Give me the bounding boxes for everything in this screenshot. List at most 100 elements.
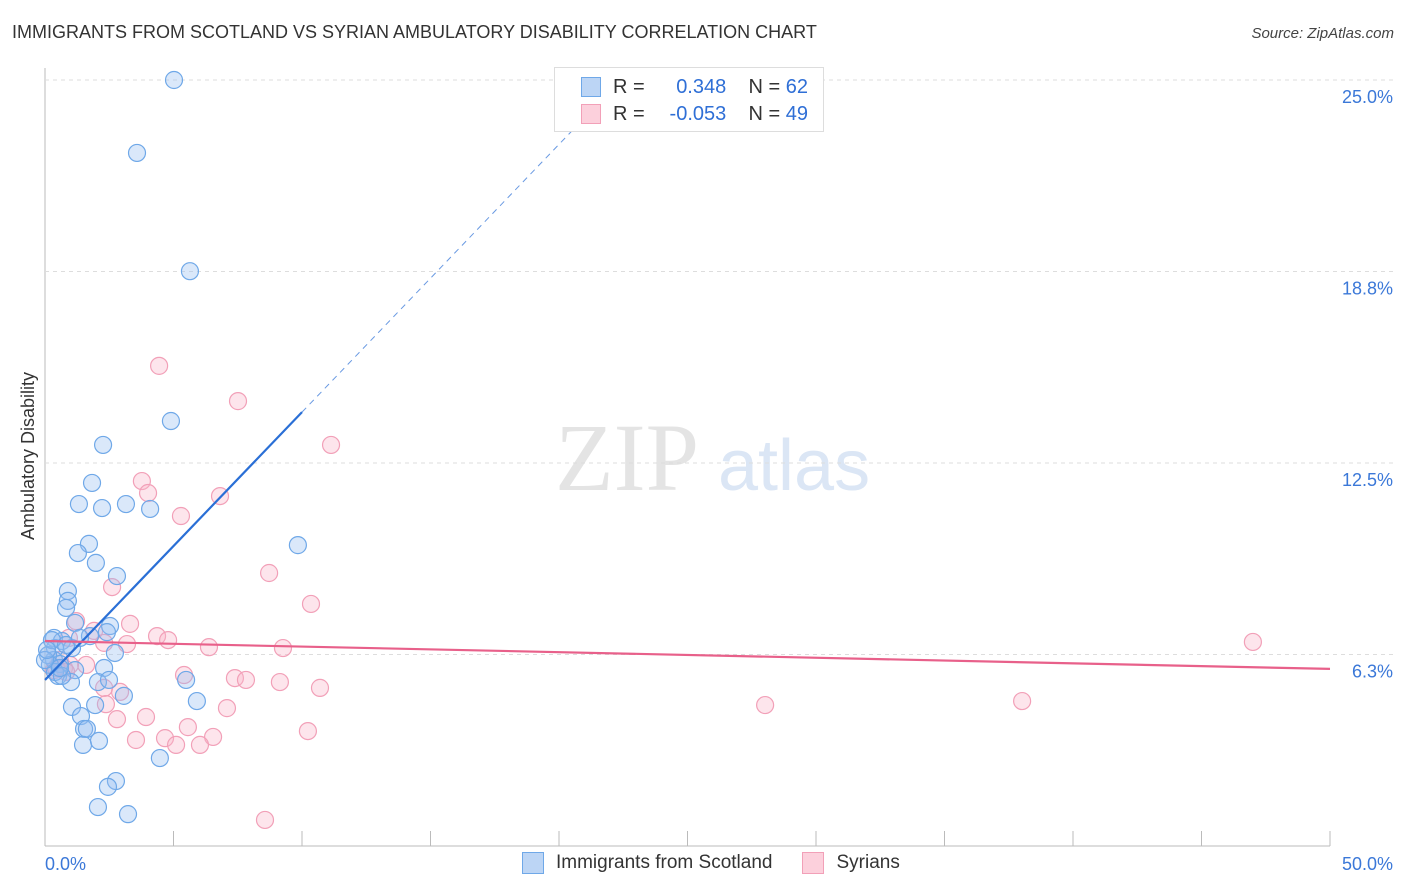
- syrians-point: [159, 630, 178, 650]
- scotland-point: [50, 658, 70, 678]
- scotland-point: [88, 797, 108, 817]
- syrians-point: [166, 735, 186, 754]
- syrians-point: [138, 483, 158, 503]
- source-label: Source: ZipAtlas.com: [1251, 25, 1394, 42]
- syrians-point: [126, 730, 146, 750]
- legend-item-syrians[interactable]: Syrians: [802, 852, 900, 874]
- scotland-point: [99, 670, 119, 690]
- y-tick-label: 12.5%: [1342, 470, 1393, 490]
- syrians-point: [321, 435, 341, 455]
- scotland-point: [93, 435, 113, 455]
- scotland-point: [187, 691, 206, 711]
- scotland-point: [98, 777, 118, 796]
- syrians-point: [1013, 691, 1032, 711]
- syrians-point: [136, 707, 156, 727]
- y-tick-label: 6.3%: [1352, 662, 1393, 682]
- syrians-point: [225, 668, 245, 688]
- syrians-point: [298, 721, 318, 741]
- x-tick-label: 0.0%: [45, 854, 86, 874]
- syrians-point: [155, 729, 175, 748]
- scotland-point: [56, 598, 76, 618]
- y-axis-label: Ambulatory Disability: [18, 372, 38, 540]
- trend-line-extension: [301, 117, 586, 413]
- scotland-point: [58, 591, 77, 610]
- scotland-point: [107, 566, 127, 586]
- legend-label: Immigrants from Scotland: [556, 852, 773, 873]
- syrians-trend-line: [44, 639, 1331, 671]
- scotland-point: [141, 499, 160, 519]
- scotland-point: [88, 672, 108, 692]
- n-label: N =: [748, 102, 781, 125]
- n-value: 49: [785, 102, 808, 125]
- scotland-point: [86, 553, 105, 572]
- scotland-point: [161, 411, 181, 431]
- scotland-point: [164, 70, 184, 90]
- syrians-point: [102, 577, 122, 597]
- syrians-point: [756, 695, 775, 715]
- y-tick-label: 18.8%: [1342, 279, 1393, 299]
- syrians-point: [228, 392, 248, 411]
- syrians-point: [236, 670, 256, 690]
- legend-swatch-blue: [581, 77, 601, 97]
- swatch-pink: [802, 852, 825, 874]
- scotland-point: [61, 672, 81, 692]
- syrians-point: [260, 563, 279, 583]
- syrians-point: [301, 594, 321, 614]
- legend-label: Syrians: [836, 852, 900, 873]
- scotland-point: [105, 643, 125, 663]
- scotland-point: [150, 748, 169, 768]
- scotland-point: [127, 143, 147, 163]
- scotland-point: [176, 670, 196, 690]
- syrians-point: [217, 699, 237, 718]
- scotland-point: [73, 735, 93, 754]
- y-tick-label: 25.0%: [1342, 87, 1393, 107]
- syrians-point: [270, 672, 289, 692]
- scotland-point: [68, 543, 87, 563]
- legend-row-scotland: R = 0.348 N = 62: [581, 74, 808, 100]
- scotland-point: [288, 536, 307, 555]
- syrians-point: [1243, 632, 1263, 652]
- syrians-point: [171, 506, 191, 526]
- syrians-point: [199, 638, 219, 657]
- n-value: 62: [785, 75, 808, 98]
- r-value: -0.053: [669, 102, 727, 125]
- scotland-point: [97, 623, 117, 642]
- syrians-point: [107, 710, 127, 729]
- syrians-point: [77, 655, 96, 675]
- syrians-point: [203, 727, 223, 747]
- scotland-point: [114, 686, 133, 705]
- scotland-point: [89, 731, 109, 751]
- swatch-blue: [522, 852, 544, 874]
- scotland-trend-line: [44, 411, 303, 681]
- legend-swatch-pink: [581, 104, 601, 124]
- syrians-point: [310, 678, 330, 697]
- legend: R = 0.348 N = 62 R = -0.053 N = 49: [554, 67, 824, 132]
- n-label: N =: [748, 75, 781, 98]
- legend-row-syrians: R = -0.053 N = 49: [581, 101, 808, 127]
- scotland-point: [118, 805, 138, 824]
- scotland-point: [65, 613, 85, 633]
- scotland-point: [116, 494, 136, 514]
- x-tick-label: 50.0%: [1342, 854, 1393, 874]
- syrians-point: [190, 735, 210, 754]
- syrians-point: [273, 638, 293, 658]
- scotland-point: [92, 498, 112, 518]
- r-label: R =: [613, 75, 645, 98]
- r-label: R =: [613, 102, 645, 125]
- r-value: 0.348: [676, 75, 727, 98]
- legend-item-scotland[interactable]: Immigrants from Scotland: [522, 852, 772, 874]
- chart-title: IMMIGRANTS FROM SCOTLAND VS SYRIAN AMBUL…: [12, 22, 817, 42]
- bottom-legend: Immigrants from Scotland Syrians: [522, 852, 930, 874]
- watermark-atlas: atlas: [718, 426, 870, 506]
- watermark: ZIP: [555, 404, 699, 511]
- scotland-point: [37, 640, 57, 660]
- scotland-point: [69, 494, 89, 514]
- scotland-point: [180, 262, 200, 281]
- syrians-point: [178, 718, 197, 737]
- syrians-point: [150, 356, 169, 375]
- syrians-point: [255, 810, 275, 830]
- syrians-point: [147, 627, 167, 646]
- syrians-point: [120, 614, 140, 633]
